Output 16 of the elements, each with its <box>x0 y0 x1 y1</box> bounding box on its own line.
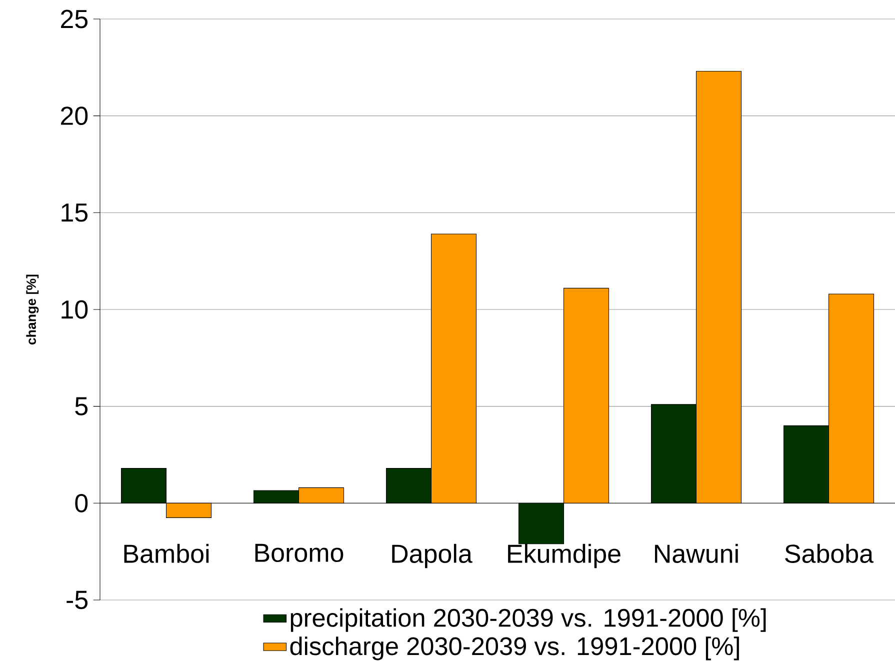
y-tick-label: 20 <box>61 106 88 126</box>
x-tick-label: Nawuni <box>655 544 738 563</box>
x-tick-label: Ekumdipe <box>508 544 620 568</box>
y-tick-label: -5 <box>66 590 88 610</box>
x-tick-label: Dapola <box>392 544 472 568</box>
x-tick-label: Bamboi <box>124 544 209 563</box>
legend-label: discharge 2030-2039 vs. 1991-2000 [%] <box>290 636 739 660</box>
y-axis-title: change [%] <box>26 274 39 345</box>
y-tick-label: 15 <box>62 204 88 222</box>
y-tick-label: 25 <box>61 10 88 28</box>
y-tick-label: 0 <box>75 494 88 512</box>
y-tick-label: 5 <box>75 397 88 416</box>
x-tick-label: Boromo <box>255 544 344 562</box>
x-tick-label: Saboba <box>785 544 874 563</box>
y-tick-label: 10 <box>62 300 88 319</box>
legend-label: precipitation 2030-2039 vs. 1991-2000 [%] <box>290 608 766 632</box>
